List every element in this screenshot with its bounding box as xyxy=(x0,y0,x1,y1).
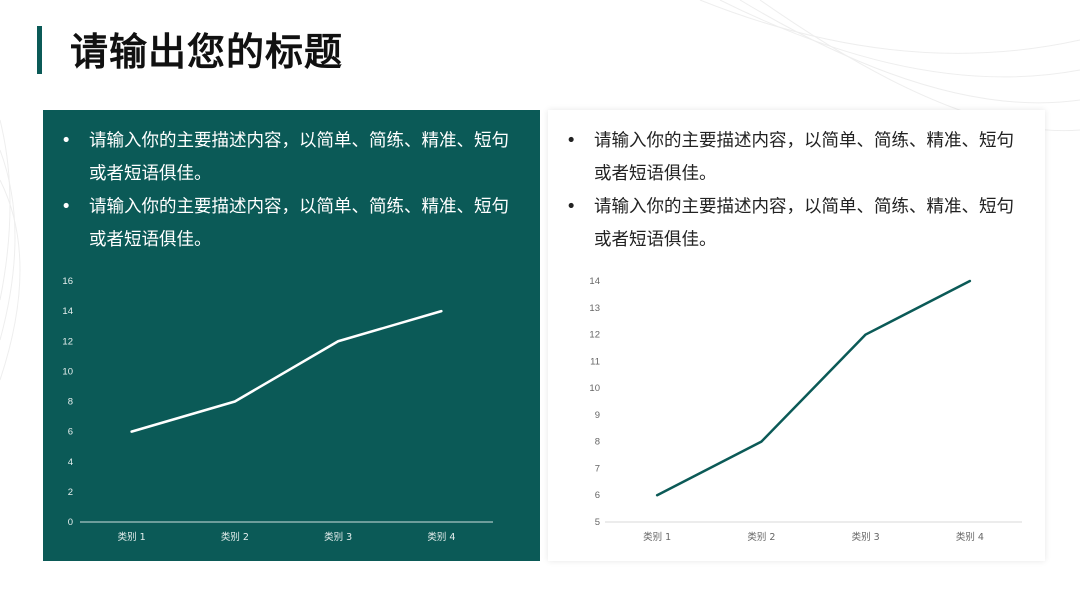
x-tick-label: 类别 2 xyxy=(221,531,249,543)
bullet-item: • 请输入你的主要描述内容，以简单、简练、精准、短句或者短语俱佳。 xyxy=(566,191,1022,257)
y-tick-label: 16 xyxy=(62,276,73,287)
x-tick-label: 类别 3 xyxy=(324,531,352,543)
bullet-text: 请输入你的主要描述内容，以简单、简练、精准、短句或者短语俱佳。 xyxy=(594,197,1014,250)
bullet-item: • 请输入你的主要描述内容，以简单、简练、精准、短句或者短语俱佳。 xyxy=(566,125,1022,191)
series-line xyxy=(130,309,443,433)
bullet-dot-icon: • xyxy=(61,197,72,217)
y-tick-label: 11 xyxy=(590,356,600,367)
x-tick-label: 类别 1 xyxy=(643,531,671,543)
bullet-dot-icon: • xyxy=(566,197,577,217)
page-title: 请输出您的标题 xyxy=(70,30,344,74)
y-tick-label: 6 xyxy=(595,490,600,501)
bullet-text: 请输入你的主要描述内容，以简单、简练、精准、短句或者短语俱佳。 xyxy=(594,131,1014,184)
y-tick-label: 14 xyxy=(62,306,73,317)
bullet-item: • 请输入你的主要描述内容，以简单、简练、精准、短句或者短语俱佳。 xyxy=(61,125,517,191)
y-tick-label: 0 xyxy=(68,517,73,528)
y-tick-label: 10 xyxy=(589,383,600,394)
bullet-text: 请输入你的主要描述内容，以简单、简练、精准、短句或者短语俱佳。 xyxy=(89,131,509,184)
y-tick-label: 12 xyxy=(62,336,73,347)
bullet-text: 请输入你的主要描述内容，以简单、简练、精准、短句或者短语俱佳。 xyxy=(89,197,509,250)
left-bullet-list: • 请输入你的主要描述内容，以简单、简练、精准、短句或者短语俱佳。 • 请输入你的主… xyxy=(61,125,517,257)
y-tick-label: 6 xyxy=(68,427,73,438)
x-tick-label: 类别 2 xyxy=(747,531,775,543)
title-accent-bar xyxy=(37,26,42,74)
series-line xyxy=(655,279,972,497)
y-tick-label: 8 xyxy=(595,437,600,448)
x-tick-label: 类别 3 xyxy=(852,531,880,543)
right-line-chart: 5 6 7 8 9 10 11 12 13 14 类别 1 类别 2 类别 3 类别 4 xyxy=(589,276,1022,543)
x-tick-label: 类别 1 xyxy=(118,531,146,543)
y-tick-label: 14 xyxy=(589,276,600,287)
left-panel: • 请输入你的主要描述内容，以简单、简练、精准、短句或者短语俱佳。 • 请输入你的主… xyxy=(43,110,540,561)
left-line-chart: 0 2 4 6 8 10 12 14 16 类别 1 类别 2 类别 3 类别 4 xyxy=(62,276,493,543)
right-panel: • 请输入你的主要描述内容，以简单、简练、精准、短句或者短语俱佳。 • 请输入你的主… xyxy=(548,110,1045,561)
bullet-dot-icon: • xyxy=(566,131,577,151)
y-tick-label: 13 xyxy=(589,303,600,314)
y-tick-label: 7 xyxy=(595,463,600,474)
y-tick-label: 8 xyxy=(68,397,73,408)
y-tick-label: 2 xyxy=(68,487,73,498)
bullet-dot-icon: • xyxy=(61,131,72,151)
bullet-item: • 请输入你的主要描述内容，以简单、简练、精准、短句或者短语俱佳。 xyxy=(61,191,517,257)
right-bullet-list: • 请输入你的主要描述内容，以简单、简练、精准、短句或者短语俱佳。 • 请输入你的主… xyxy=(566,125,1022,257)
y-tick-label: 12 xyxy=(589,330,600,341)
y-tick-label: 4 xyxy=(68,457,73,468)
x-tick-label: 类别 4 xyxy=(956,531,984,543)
y-tick-label: 5 xyxy=(595,517,600,528)
x-tick-label: 类别 4 xyxy=(427,531,455,543)
y-tick-label: 10 xyxy=(62,366,73,377)
y-tick-label: 9 xyxy=(595,410,600,421)
